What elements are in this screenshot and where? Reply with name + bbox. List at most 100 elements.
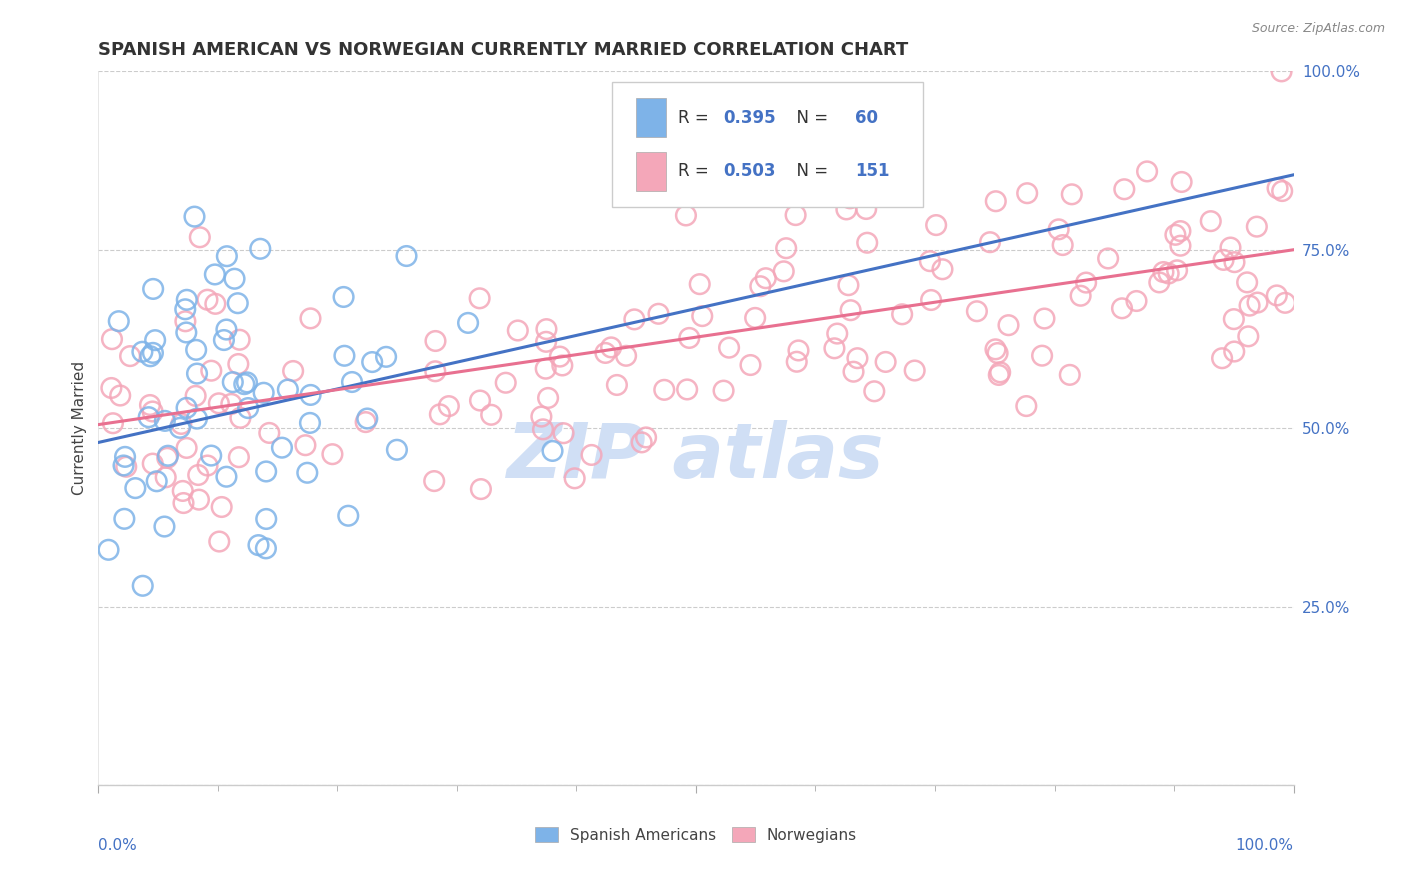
Point xyxy=(786,355,808,369)
Point xyxy=(425,364,447,378)
Point xyxy=(188,230,211,244)
Point xyxy=(787,343,810,358)
Point xyxy=(904,363,927,377)
Point xyxy=(215,249,238,263)
Point xyxy=(294,438,316,452)
Text: 0.395: 0.395 xyxy=(724,109,776,127)
Point xyxy=(1223,344,1246,359)
Point xyxy=(332,290,354,304)
Point xyxy=(1170,175,1192,189)
Point xyxy=(749,279,772,293)
Point xyxy=(785,208,807,222)
Point xyxy=(247,538,270,552)
Point xyxy=(1149,276,1171,290)
Point xyxy=(689,277,711,292)
Point xyxy=(299,311,322,326)
Point xyxy=(297,466,319,480)
Point xyxy=(636,430,658,444)
Point xyxy=(395,249,418,263)
Point xyxy=(468,291,491,305)
Point xyxy=(553,426,575,441)
Point xyxy=(321,447,343,461)
Point xyxy=(204,268,226,282)
Text: SPANISH AMERICAN VS NORWEGIAN CURRENTLY MARRIED CORRELATION CHART: SPANISH AMERICAN VS NORWEGIAN CURRENTLY … xyxy=(98,41,908,59)
Point xyxy=(224,271,246,285)
Point xyxy=(183,210,205,224)
Point xyxy=(987,368,1010,382)
Point xyxy=(772,264,794,278)
Point xyxy=(356,411,378,425)
Text: 0.503: 0.503 xyxy=(724,162,776,180)
Point xyxy=(1033,311,1056,326)
Point xyxy=(174,302,197,317)
Point xyxy=(595,346,617,360)
FancyBboxPatch shape xyxy=(613,82,922,207)
Point xyxy=(856,235,879,250)
Point xyxy=(1152,265,1174,279)
Point xyxy=(115,459,138,474)
Point xyxy=(354,415,377,429)
Point xyxy=(823,341,845,355)
Point xyxy=(186,343,208,357)
Point xyxy=(333,349,356,363)
Point xyxy=(470,482,492,496)
Point xyxy=(1246,219,1268,234)
Point xyxy=(204,297,226,311)
Point xyxy=(1170,224,1192,238)
Point xyxy=(1060,187,1083,202)
Point xyxy=(174,314,197,328)
Point xyxy=(139,349,162,363)
Point xyxy=(340,375,363,389)
Point xyxy=(647,307,669,321)
Point xyxy=(124,481,146,495)
Point xyxy=(623,312,645,326)
Point xyxy=(108,388,131,402)
Point xyxy=(221,397,243,411)
Point xyxy=(226,296,249,310)
Point xyxy=(197,458,219,473)
Point xyxy=(690,309,713,323)
Point xyxy=(988,365,1011,379)
Point xyxy=(173,496,195,510)
Point xyxy=(1017,186,1039,201)
Point xyxy=(1111,301,1133,316)
Point xyxy=(495,376,517,390)
Point xyxy=(837,278,859,293)
Point xyxy=(176,401,198,415)
Point xyxy=(254,512,277,526)
Point xyxy=(131,344,153,359)
Point xyxy=(606,378,628,392)
Point xyxy=(254,541,277,556)
Point xyxy=(966,304,988,318)
Point xyxy=(186,411,208,425)
Point xyxy=(468,393,491,408)
Point xyxy=(1211,351,1233,366)
Point xyxy=(875,355,897,369)
Point xyxy=(630,435,652,450)
Text: R =: R = xyxy=(678,109,714,127)
Point xyxy=(676,383,699,397)
Point xyxy=(775,241,797,255)
Point xyxy=(1031,349,1053,363)
Point xyxy=(1157,267,1180,281)
Point xyxy=(211,500,233,514)
Point xyxy=(222,375,245,389)
Point xyxy=(254,465,277,479)
Point xyxy=(143,333,166,347)
Point xyxy=(863,384,886,399)
Point xyxy=(277,383,299,397)
Point xyxy=(530,409,553,424)
Point xyxy=(176,441,198,455)
Point xyxy=(564,471,586,485)
Point xyxy=(1114,182,1136,196)
Point xyxy=(1166,263,1188,277)
Point xyxy=(385,442,408,457)
Point xyxy=(228,450,250,465)
Point xyxy=(984,343,1007,357)
Point xyxy=(142,346,165,360)
Point xyxy=(1059,368,1081,382)
Point xyxy=(200,364,222,378)
Point xyxy=(979,235,1001,250)
Point xyxy=(107,314,129,328)
Point xyxy=(987,346,1010,360)
